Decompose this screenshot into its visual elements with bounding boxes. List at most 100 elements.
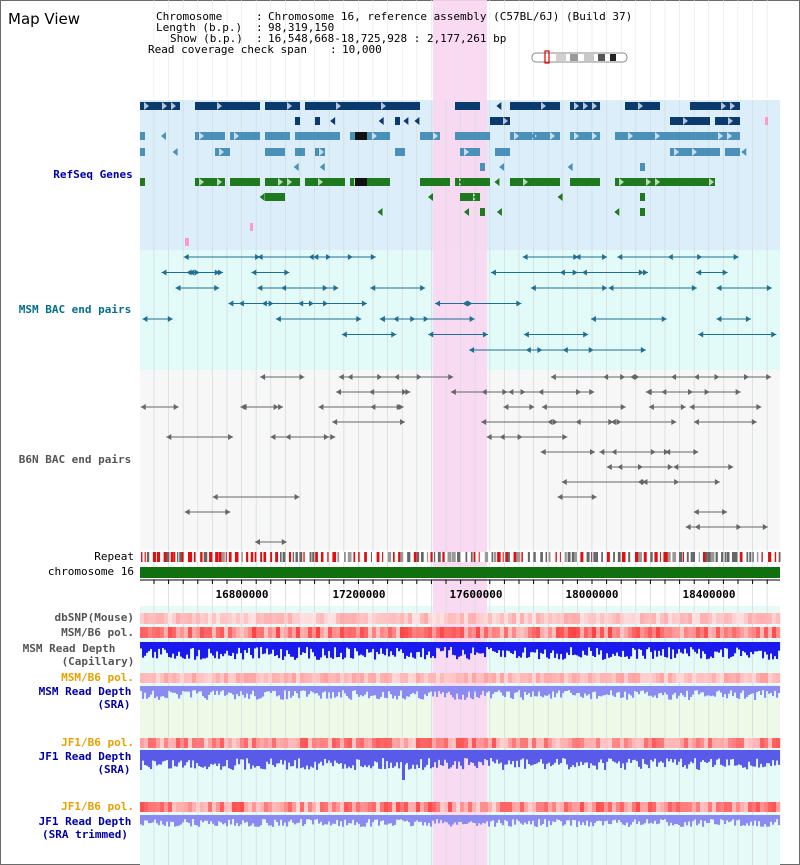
track-label-jf1-depth-trimmed-sub[interactable]: (SRA trimmed) bbox=[41, 828, 129, 841]
depth-bar bbox=[548, 815, 551, 821]
depth-bar bbox=[702, 750, 705, 761]
heat-cell bbox=[156, 673, 161, 683]
heat-cell bbox=[340, 627, 345, 638]
gene-feature bbox=[315, 117, 320, 125]
heat-cell bbox=[604, 613, 609, 624]
track-label-dbsnp[interactable]: dbSNP(Mouse) bbox=[54, 611, 134, 624]
depth-bar bbox=[334, 686, 337, 698]
heat-cell bbox=[428, 673, 433, 683]
axis-tick-label: 18000000 bbox=[565, 588, 619, 601]
depth-bar bbox=[354, 815, 357, 826]
heat-cell bbox=[284, 613, 289, 624]
depth-bar bbox=[260, 750, 263, 769]
heat-cell bbox=[668, 802, 673, 812]
track-label-jf1-depth-trimmed[interactable]: JF1 Read Depth bbox=[38, 815, 132, 828]
depth-bar bbox=[776, 815, 779, 820]
heat-cell bbox=[484, 673, 489, 683]
depth-bar bbox=[582, 686, 585, 698]
depth-bar bbox=[682, 750, 685, 768]
heat-cell bbox=[672, 613, 677, 624]
heat-cell bbox=[752, 738, 757, 748]
depth-bar bbox=[612, 750, 615, 762]
track-label-msm-depth-capillary-sub[interactable]: (Capillary) bbox=[61, 655, 135, 668]
heat-cell bbox=[404, 613, 409, 624]
depth-bar bbox=[248, 642, 251, 648]
b6n-bac-pair-glyphs[interactable] bbox=[140, 374, 772, 545]
depth-bar bbox=[292, 815, 295, 823]
depth-bar bbox=[278, 686, 281, 696]
heat-cell bbox=[776, 802, 781, 812]
depth-bar bbox=[176, 750, 179, 767]
track-label-msm-depth-sra-sub[interactable]: (SRA) bbox=[97, 698, 131, 711]
depth-bar bbox=[768, 815, 771, 827]
track-label-refseq[interactable]: RefSeq Genes bbox=[53, 168, 133, 181]
depth-bar bbox=[160, 815, 163, 821]
heat-cell bbox=[372, 627, 377, 638]
gene-feature bbox=[510, 102, 560, 110]
track-label-jf1-pol[interactable]: JF1/B6 pol. bbox=[61, 736, 134, 749]
depth-bar bbox=[582, 642, 585, 651]
heat-cell bbox=[572, 627, 577, 638]
depth-bar bbox=[330, 642, 333, 658]
depth-bar bbox=[366, 750, 369, 768]
heat-cell bbox=[364, 627, 369, 638]
track-label-msm-pol-2[interactable]: MSM/B6 pol. bbox=[61, 671, 134, 684]
depth-bar bbox=[680, 686, 683, 694]
track-label-msm-bac[interactable]: MSM BAC end pairs bbox=[18, 303, 132, 316]
heat-cell bbox=[180, 613, 185, 624]
depth-bar bbox=[188, 750, 191, 761]
chromosome-ideogram[interactable] bbox=[531, 50, 628, 64]
heat-cell bbox=[396, 627, 401, 638]
depth-bar bbox=[550, 815, 553, 826]
depth-bar bbox=[238, 642, 241, 648]
pseudogene bbox=[250, 223, 253, 231]
track-label-msm-depth-capillary[interactable]: MSM Read Depth bbox=[22, 642, 116, 655]
depth-bar bbox=[328, 642, 331, 651]
heat-cell bbox=[444, 738, 449, 748]
depth-bar bbox=[552, 815, 555, 822]
bac-end bbox=[602, 285, 608, 291]
depth-bar bbox=[446, 642, 449, 658]
depth-bar bbox=[744, 642, 747, 653]
depth-bar bbox=[388, 686, 391, 692]
repeat-element bbox=[434, 552, 436, 562]
heat-cell bbox=[708, 738, 713, 748]
heat-cell bbox=[748, 673, 753, 683]
heat-cell bbox=[336, 613, 341, 624]
depth-bar bbox=[294, 686, 297, 692]
heat-cell bbox=[152, 627, 157, 638]
msm-bac-pair-glyphs[interactable] bbox=[142, 254, 777, 353]
track-label-msm-pol[interactable]: MSM/B6 pol. bbox=[61, 626, 134, 639]
repeat-element bbox=[442, 552, 445, 562]
depth-bar bbox=[216, 686, 219, 691]
depth-bar bbox=[722, 642, 725, 657]
heat-cell bbox=[632, 673, 637, 683]
depth-bar bbox=[548, 686, 551, 695]
track-label-msm-depth-sra[interactable]: MSM Read Depth bbox=[38, 685, 132, 698]
depth-bar bbox=[164, 642, 167, 650]
depth-bar bbox=[486, 815, 489, 822]
depth-bar bbox=[192, 750, 195, 761]
depth-bar bbox=[452, 750, 455, 765]
repeat-element bbox=[315, 552, 318, 562]
track-label-b6n-bac[interactable]: B6N BAC end pairs bbox=[18, 453, 132, 466]
depth-bar bbox=[150, 750, 153, 770]
gene-feature bbox=[305, 102, 420, 110]
track-label-jf1-depth-sra-sub[interactable]: (SRA) bbox=[97, 763, 131, 776]
heat-cell bbox=[448, 613, 453, 624]
track-label-jf1-depth-sra[interactable]: JF1 Read Depth bbox=[38, 750, 132, 763]
heat-cell bbox=[540, 802, 545, 812]
heat-cell bbox=[240, 673, 245, 683]
heat-cell bbox=[712, 627, 717, 638]
depth-bar bbox=[170, 815, 173, 822]
track-label-jf1-pol-2[interactable]: JF1/B6 pol. bbox=[61, 800, 134, 813]
depth-bar bbox=[298, 686, 301, 699]
heat-cell bbox=[280, 627, 285, 638]
heat-cell bbox=[240, 613, 245, 624]
refseq-gene-glyphs[interactable] bbox=[140, 102, 768, 246]
heat-cell bbox=[688, 802, 693, 812]
depth-bar bbox=[288, 686, 291, 691]
depth-bar bbox=[442, 642, 445, 651]
depth-bar bbox=[472, 815, 475, 823]
